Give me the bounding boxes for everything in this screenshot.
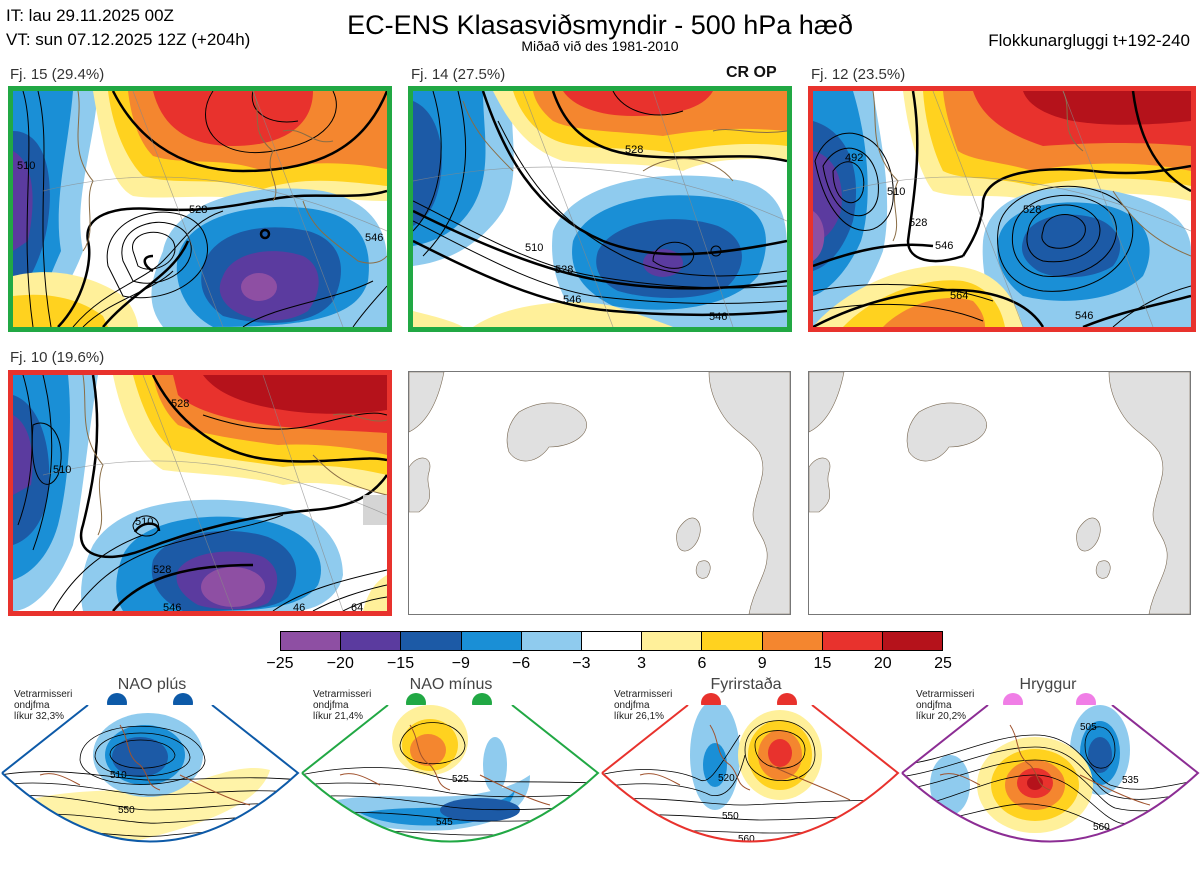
- contour-label: 546: [563, 294, 581, 306]
- regime-title-nao-minus: NAO mínus: [409, 676, 493, 693]
- contour-label: 550: [722, 811, 739, 822]
- contour-label: 546: [1075, 310, 1093, 322]
- contour-label: 528: [153, 564, 171, 576]
- contour-label: 510: [887, 186, 905, 198]
- page-subtitle: Miðað við des 1981-2010: [521, 38, 679, 54]
- contour-label: 528: [1023, 204, 1041, 216]
- panel-3-label: Fj. 12 (23.5%): [811, 66, 906, 83]
- colorbar-swatch: [702, 632, 763, 650]
- contour-label: 546: [163, 602, 181, 611]
- cluster-map-3[interactable]: 492 510 528 546 564 528 546: [808, 86, 1196, 332]
- regime-note-nao-minus: Vetrarmisseri ondjfma líkur 21,4%: [313, 689, 372, 722]
- contour-label: 510: [525, 242, 543, 254]
- colorbar-swatch: [642, 632, 703, 650]
- colorbar-tick-label: 3: [637, 655, 647, 672]
- cluster-map-2[interactable]: 528 510 528 546 546: [408, 86, 792, 332]
- contour-label: 510: [135, 516, 153, 528]
- regime-map-ridge[interactable]: 505 535 560: [900, 705, 1200, 871]
- contour-label: 510: [110, 770, 127, 781]
- colorbar-swatch: [521, 632, 582, 650]
- colorbar-swatch: [581, 632, 643, 650]
- cluster-map-1[interactable]: 528 546 510: [8, 86, 392, 332]
- empty-base-map-2[interactable]: [808, 371, 1191, 615]
- contour-label: 545: [436, 817, 453, 828]
- colorbar-tick-label: 9: [757, 655, 767, 672]
- colorbar-swatch: [401, 632, 462, 650]
- colorbar-tick-label: −20: [326, 655, 354, 672]
- contour-label: 528: [909, 217, 927, 229]
- colorbar-swatch: [882, 632, 943, 650]
- colorbar-swatch: [822, 632, 883, 650]
- contour-label: 560: [1093, 822, 1110, 833]
- initial-time: IT: lau 29.11.2025 00Z: [6, 6, 174, 25]
- contour-label: 535: [1122, 775, 1139, 786]
- colorbar-tick-label: 15: [813, 655, 832, 672]
- valid-time: VT: sun 07.12.2025 12Z (+204h): [6, 30, 251, 49]
- panel-2-badge: CR OP: [726, 64, 777, 81]
- contour-label: 546: [709, 311, 727, 323]
- colorbar-swatch: [461, 632, 522, 650]
- regime-note-blocking: Vetrarmisseri ondjfma líkur 26,1%: [614, 689, 673, 722]
- contour-label: 528: [625, 144, 643, 156]
- empty-base-map-1[interactable]: [408, 371, 791, 615]
- contour-label: 510: [17, 160, 35, 172]
- contour-label: 505: [1080, 722, 1097, 733]
- regime-map-nao-plus[interactable]: 510 550: [0, 705, 300, 871]
- contour-label: 528: [171, 398, 189, 410]
- contour-label: 528: [189, 204, 207, 216]
- cluster-map-4[interactable]: 528 510 510 528 546 46 64: [8, 370, 392, 616]
- contour-label: 546: [935, 240, 953, 252]
- regime-title-nao-plus: NAO plús: [117, 676, 187, 693]
- contour-label: 546: [365, 232, 383, 244]
- colorbar-tick-label: 20: [873, 655, 892, 672]
- contour-label: 525: [452, 774, 469, 785]
- panel-4-label: Fj. 10 (19.6%): [10, 349, 105, 366]
- contour-label: 565: [446, 852, 463, 863]
- contour-label: 64: [351, 602, 363, 611]
- regime-title-blocking: Fyrirstaða: [710, 676, 782, 693]
- colorbar-tick-label: −6: [511, 655, 531, 672]
- header-info: IT: lau 29.11.2025 00Z VT: sun 07.12.202…: [6, 4, 250, 52]
- contour-label: 510: [53, 464, 71, 476]
- regime-title-ridge: Hryggur: [1019, 676, 1077, 693]
- page-title: EC-ENS Klasasviðsmyndir - 500 hPa hæð: [347, 10, 853, 40]
- colorbar-swatch: [281, 632, 342, 650]
- panel-1-label: Fj. 15 (29.4%): [10, 66, 105, 83]
- contour-label: 564: [950, 290, 968, 302]
- colorbar-swatch: [762, 632, 823, 650]
- panel-2-label: Fj. 14 (27.5%): [411, 66, 506, 83]
- contour-label: 528: [555, 264, 573, 276]
- regime-note-nao-plus: Vetrarmisseri ondjfma líkur 32,3%: [14, 689, 73, 722]
- classification-window: Flokkunargluggi t+192-240: [988, 31, 1190, 50]
- regime-note-ridge: Vetrarmisseri ondjfma líkur 20,2%: [916, 689, 975, 722]
- colorbar-tick-label: −15: [386, 655, 415, 672]
- contour-label: 520: [718, 773, 735, 784]
- colorbar-tick-label: 25: [934, 655, 952, 672]
- contour-label: 550: [118, 805, 135, 816]
- contour-label: 560: [738, 834, 755, 845]
- colorbar-swatch: [341, 632, 402, 650]
- anomaly-colorbar: [280, 631, 943, 651]
- colorbar-tick-label: −25: [266, 655, 294, 672]
- colorbar-tick-label: −3: [572, 655, 591, 672]
- contour-label: 46: [293, 602, 305, 611]
- colorbar-tick-label: −9: [451, 655, 470, 672]
- regime-map-blocking[interactable]: 520 550 560: [600, 705, 900, 871]
- regime-map-nao-minus[interactable]: 525 545 565: [300, 705, 600, 871]
- contour-label: 492: [845, 152, 863, 164]
- colorbar-tick-label: 6: [697, 655, 707, 672]
